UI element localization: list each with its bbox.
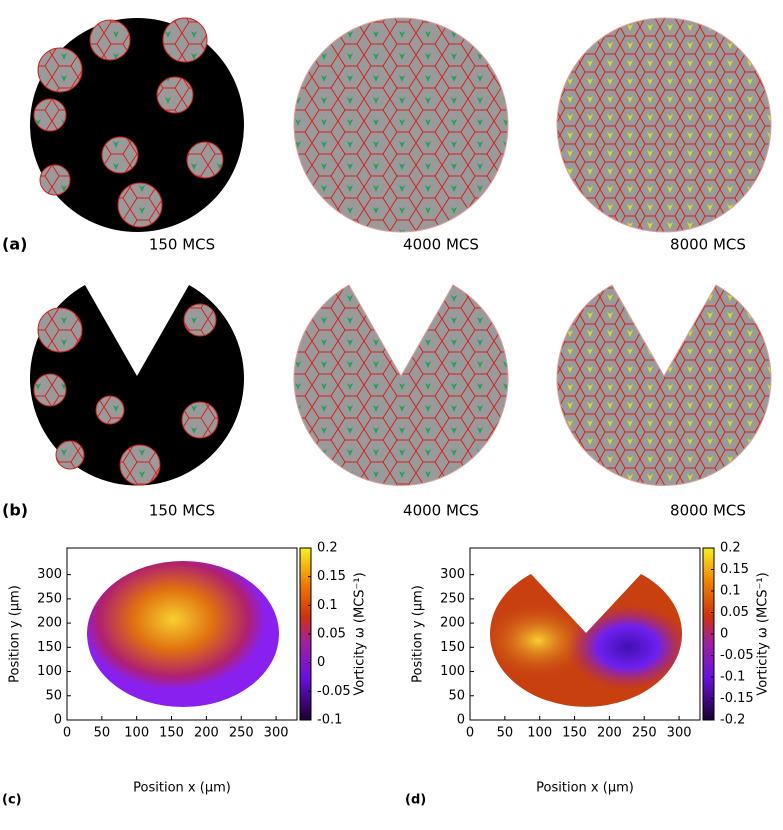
colorbar-tick-label: 0.2	[317, 541, 338, 556]
plot-frame	[66, 547, 298, 721]
time-label: 8000 MCS	[670, 236, 746, 254]
time-label: 8000 MCS	[670, 502, 746, 520]
x-tick-label: 300	[264, 726, 289, 741]
colorbar-tick-label: 0	[317, 655, 325, 670]
plot-frame	[469, 547, 701, 721]
y-tick-label: 150	[440, 640, 465, 655]
time-label: 4000 MCS	[403, 502, 479, 520]
panel-label: (d)	[405, 793, 426, 808]
panel-label: (b)	[2, 501, 28, 520]
colorbar-tick-label: 0	[720, 627, 728, 642]
colorbar-tick-label: -0.2	[720, 713, 745, 728]
colorbar-tick-label: 0.15	[317, 569, 346, 584]
x-tick-label: 100	[527, 726, 552, 741]
time-label: 150 MCS	[149, 236, 215, 254]
y-tick-label: 50	[448, 688, 465, 703]
x-tick-label: 0	[466, 726, 474, 741]
y-tick-label: 250	[37, 591, 62, 606]
x-axis-label: Position x (μm)	[133, 781, 231, 796]
y-tick-label: 200	[37, 616, 62, 631]
x-axis-label: Position x (μm)	[536, 781, 634, 796]
y-tick-label: 300	[440, 567, 465, 582]
vorticity-field	[87, 561, 279, 707]
x-tick-label: 250	[229, 726, 254, 741]
x-tick-label: 0	[63, 726, 71, 741]
x-tick-label: 250	[632, 726, 657, 741]
x-tick-label: 100	[124, 726, 149, 741]
colorbar-tick-label: -0.05	[317, 684, 351, 699]
vorticity-field	[490, 574, 682, 707]
colorbar-tick-label: -0.05	[720, 648, 754, 663]
y-tick-label: 50	[45, 688, 62, 703]
y-tick-label: 100	[37, 664, 62, 679]
colorbar-tick-label: 0.1	[720, 584, 741, 599]
colorbar-tick-label: 0.2	[720, 541, 741, 556]
y-tick-label: 0	[54, 713, 62, 728]
y-axis-label: Position y (μm)	[8, 585, 23, 683]
row-a	[30, 17, 772, 233]
colorbar-tick-label: -0.1	[720, 670, 745, 685]
panel-label: (a)	[2, 235, 27, 254]
x-tick-label: 150	[562, 726, 587, 741]
colorbar-tick-label: 0.15	[720, 562, 749, 577]
time-label: 150 MCS	[149, 502, 215, 520]
panel-label: (c)	[2, 793, 22, 808]
colorbar-tick-label: -0.15	[720, 691, 754, 706]
y-tick-label: 0	[457, 713, 465, 728]
colorbar-label: Vorticity ω (MCS⁻¹)	[756, 572, 771, 695]
y-tick-label: 200	[440, 616, 465, 631]
colorbar-label: Vorticity ω (MCS⁻¹)	[353, 572, 368, 695]
x-tick-label: 300	[667, 726, 692, 741]
y-tick-label: 250	[440, 591, 465, 606]
x-tick-label: 50	[94, 726, 111, 741]
colorbar-tick-label: 0.05	[720, 605, 749, 620]
x-tick-label: 50	[497, 726, 514, 741]
x-tick-label: 200	[194, 726, 219, 741]
y-tick-label: 300	[37, 567, 62, 582]
y-tick-label: 150	[37, 640, 62, 655]
colorbar-tick-label: 0.1	[317, 598, 338, 613]
x-tick-label: 200	[597, 726, 622, 741]
time-label: 4000 MCS	[403, 236, 479, 254]
y-tick-label: 100	[440, 664, 465, 679]
y-axis-label: Position y (μm)	[411, 585, 426, 683]
x-tick-label: 150	[159, 726, 184, 741]
colorbar-tick-label: -0.1	[317, 713, 342, 728]
colorbar-tick-label: 0.05	[317, 627, 346, 642]
row-b	[29, 284, 772, 487]
